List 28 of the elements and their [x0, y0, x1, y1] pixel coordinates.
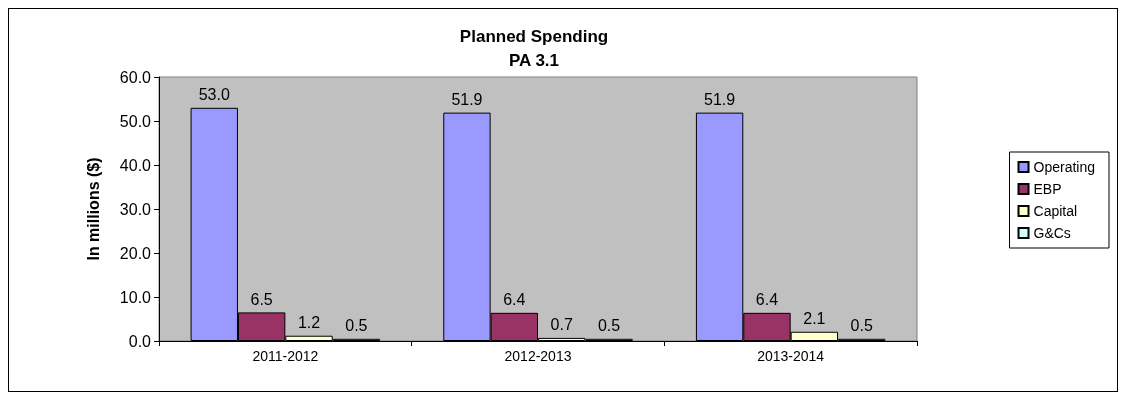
y-tick-label: 30.0 — [119, 200, 152, 218]
legend-label: Capital — [1033, 203, 1078, 219]
legend-label: G&Cs — [1033, 225, 1071, 241]
x-tick-label: 2012-2013 — [504, 348, 572, 364]
x-tick-label: 2011-2012 — [252, 348, 319, 364]
data-label: 2.1 — [803, 310, 826, 328]
data-label: 1.2 — [297, 314, 321, 332]
y-tick-label: 0.0 — [128, 332, 152, 350]
data-label: 0.5 — [345, 317, 368, 335]
x-tick-label: 2013-2014 — [757, 348, 825, 364]
y-tick-label: 10.0 — [119, 288, 152, 306]
data-label: 0.5 — [597, 317, 621, 335]
data-label: 0.7 — [550, 316, 573, 334]
chart-title: Planned Spending PA 3.1 — [459, 26, 609, 70]
legend-label: Operating — [1033, 159, 1095, 175]
legend-label: EBP — [1033, 181, 1062, 197]
data-label: 51.9 — [704, 91, 736, 109]
y-tick-label: 50.0 — [119, 112, 152, 130]
y-axis-title: In millions ($) — [84, 157, 102, 261]
y-tick-label: 40.0 — [119, 156, 152, 174]
data-label: 0.5 — [850, 317, 873, 335]
data-label: 51.9 — [451, 91, 483, 109]
data-label: 6.4 — [503, 291, 526, 309]
y-tick-label: 20.0 — [119, 244, 152, 262]
y-tick-label: 60.0 — [119, 68, 152, 86]
data-label: 53.0 — [198, 86, 230, 104]
data-label: 6.5 — [250, 290, 273, 308]
data-label: 6.4 — [755, 291, 779, 309]
